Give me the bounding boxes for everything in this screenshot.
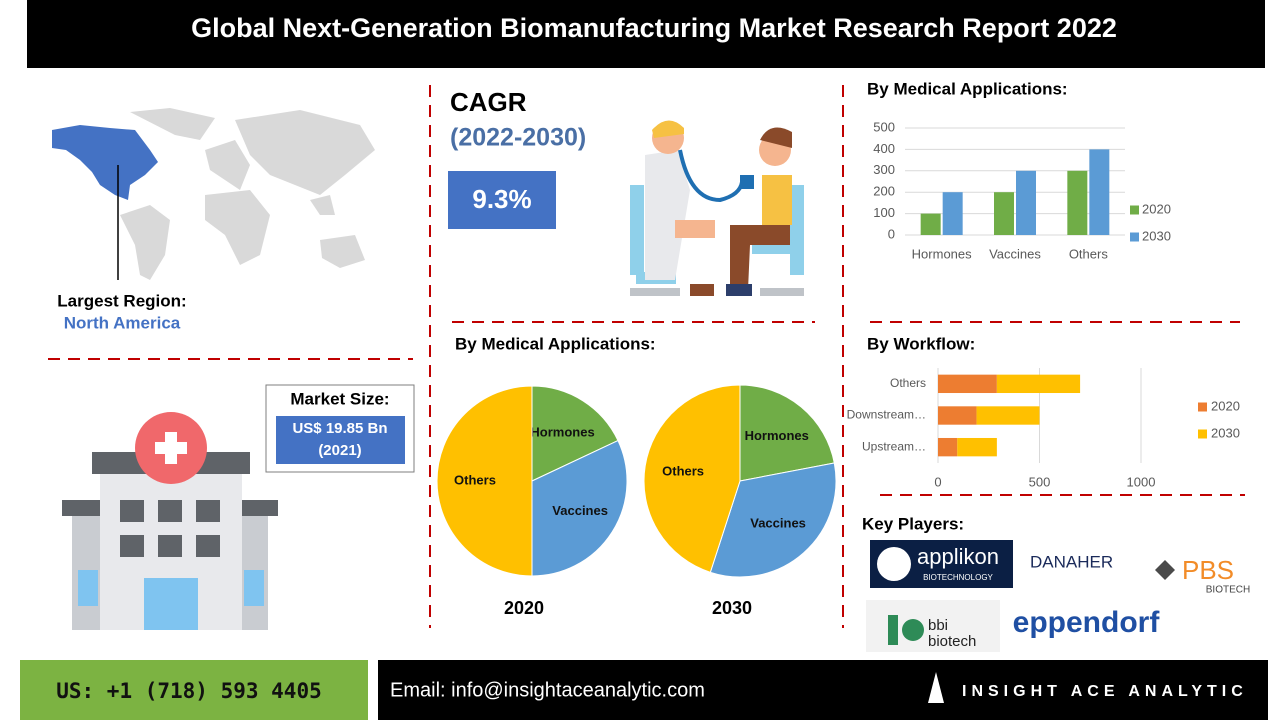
y-tick-label: Downstream… [847, 408, 926, 422]
logo: eppendorf [1013, 606, 1161, 639]
north-america [52, 125, 158, 200]
logo-sub: biotech [928, 633, 976, 650]
footer-phone: US: +1 (718) 593 4405 [56, 679, 322, 703]
slice-label: Others [662, 463, 704, 478]
cagr-period: (2022-2030) [450, 124, 586, 152]
x-tick-label: Others [1069, 246, 1109, 261]
x-tick-label: Hormones [912, 246, 972, 261]
header-bar [27, 0, 1265, 68]
market-size-label: Market Size: [290, 389, 389, 408]
logo-name: PBS [1182, 555, 1234, 585]
bar [938, 374, 997, 394]
legend-swatch [1198, 402, 1207, 412]
slice-label: Vaccines [552, 503, 608, 518]
logo-name: bbi [928, 617, 948, 634]
legend-swatch [1198, 429, 1207, 439]
logo-name: eppendorf [1013, 606, 1161, 639]
slice-label: Vaccines [750, 516, 806, 531]
x-tick-label: 0 [934, 474, 941, 489]
region-label: Largest Region: [57, 291, 186, 310]
pie-slice [709, 462, 837, 578]
y-tick-label: 400 [873, 141, 895, 156]
section-title: By Medical Applications: [455, 334, 656, 353]
cagr-label: CAGR [450, 87, 527, 117]
legend-label: 2020 [1142, 201, 1171, 216]
bar [1067, 170, 1088, 235]
bar [996, 374, 1081, 394]
region-value: North America [64, 313, 181, 332]
logo-sub: BIOTECHNOLOGY [923, 573, 993, 582]
y-tick-label: Others [890, 376, 926, 390]
hospital-icon [62, 412, 278, 630]
footer-brand: INSIGHT ACE ANALYTIC [962, 683, 1248, 700]
bar [957, 437, 997, 457]
slice-label: Others [454, 472, 496, 487]
cagr-value: 9.3% [472, 184, 531, 214]
bar [976, 406, 1040, 425]
pie-slice [531, 439, 628, 577]
y-tick-label: 300 [873, 162, 895, 177]
chart-title: 2020 [504, 598, 544, 618]
chart-title: 2030 [712, 598, 752, 618]
x-tick-label: 1000 [1127, 474, 1156, 489]
bar [938, 437, 958, 457]
logo: applikon BIOTECHNOLOGY [870, 540, 1013, 588]
logo-name: applikon [917, 544, 999, 569]
bar [1089, 149, 1110, 235]
chart-title: By Medical Applications: [867, 79, 1068, 98]
footer-email: Email: info@insightaceanalytic.com [390, 679, 705, 701]
y-tick-label: 200 [873, 184, 895, 199]
world-map [120, 108, 375, 280]
y-tick-label: Upstream… [862, 439, 926, 453]
market-size-year: (2021) [318, 442, 361, 459]
logo: PBS BIOTECH [1155, 555, 1250, 596]
legend-swatch [1130, 232, 1139, 242]
bar [994, 192, 1014, 235]
logo: bbi biotech [866, 600, 1000, 652]
slice-label: Hormones [530, 424, 594, 439]
chart-title: By Workflow: [867, 334, 975, 353]
legend-swatch [1130, 205, 1139, 215]
pie-slice [643, 384, 741, 573]
section-title: Key Players: [862, 514, 964, 533]
logo-name: DANAHER [1030, 552, 1113, 571]
footer-bar [378, 660, 1268, 720]
x-tick-label: Vaccines [989, 246, 1041, 261]
logo: DANAHER [1030, 552, 1113, 571]
slice-label: Hormones [745, 428, 809, 443]
bar [1016, 170, 1036, 235]
y-tick-label: 500 [873, 119, 895, 134]
legend-label: 2020 [1211, 398, 1240, 413]
market-size-value: US$ 19.85 Bn [292, 420, 387, 437]
pie-slice [436, 385, 533, 577]
footer-phone-bar [20, 660, 368, 720]
pie-slice [531, 385, 619, 482]
page-title: Global Next-Generation Biomanufacturing … [191, 13, 1117, 43]
bar [920, 213, 941, 235]
legend-label: 2030 [1142, 228, 1171, 243]
cagr-tile [448, 171, 556, 229]
legend-label: 2030 [1211, 425, 1240, 440]
brand-icon [928, 672, 944, 703]
y-tick-label: 100 [873, 205, 895, 220]
bar [942, 192, 963, 235]
x-tick-label: 500 [1029, 474, 1051, 489]
doctor-icon [630, 120, 804, 296]
market-size-tile [276, 416, 405, 464]
pie-slice [739, 384, 835, 482]
y-tick-label: 0 [888, 226, 895, 241]
bar [938, 406, 977, 425]
logo-sub: BIOTECH [1206, 585, 1250, 596]
